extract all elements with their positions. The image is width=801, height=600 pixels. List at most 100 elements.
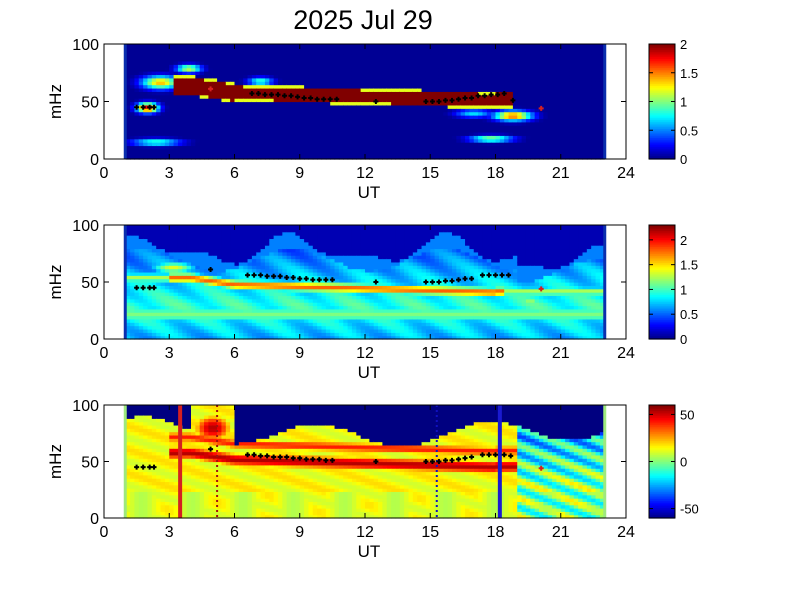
heatmap-cell (312, 118, 318, 123)
heatmap-cell (208, 142, 214, 147)
heatmap-cell (282, 71, 288, 76)
heatmap-cell (169, 235, 175, 240)
heatmap-cell (395, 77, 401, 82)
heatmap-cell (169, 251, 175, 256)
heatmap-cell (221, 87, 227, 92)
heatmap-cell (221, 135, 227, 140)
heatmap-cell (212, 145, 218, 150)
heatmap-cell (160, 248, 166, 253)
heatmap-cell (517, 125, 523, 130)
heatmap-cell (482, 50, 488, 55)
heatmap-cell (160, 60, 166, 65)
heatmap-cell (204, 258, 209, 263)
heatmap-cell (173, 145, 179, 150)
heatmap-cell (343, 64, 349, 69)
heatmap-cell (547, 71, 553, 76)
heatmap-cell (186, 87, 192, 92)
heatmap-cell (347, 128, 353, 133)
heatmap-cell (195, 258, 201, 263)
heatmap-cell (177, 328, 183, 333)
heatmap-cell (173, 271, 179, 276)
heatmap-cell (147, 302, 153, 307)
heatmap-cell (156, 91, 162, 96)
heatmap-cell (499, 108, 505, 113)
heatmap-cell (212, 298, 218, 303)
heatmap-cell (365, 60, 370, 65)
heatmap-cell (365, 50, 370, 55)
heatmap-cell (434, 94, 440, 99)
heatmap-cell (591, 118, 597, 123)
heatmap-cell (373, 104, 379, 109)
heatmap-cell (573, 87, 579, 92)
heatmap-cell (473, 81, 479, 86)
heatmap-cell (573, 94, 579, 99)
heatmap-cell (195, 325, 201, 330)
heatmap-cell (395, 111, 401, 116)
heatmap-cell (495, 121, 501, 126)
heatmap-cell (208, 104, 214, 109)
heatmap-cell (330, 108, 336, 113)
heatmap-cell (186, 47, 192, 52)
heatmap-cell (134, 318, 140, 323)
heatmap-cell (582, 60, 588, 65)
heatmap-cell (539, 47, 544, 52)
heatmap-cell (382, 155, 388, 160)
heatmap-cell (204, 261, 209, 266)
heatmap-cell (186, 94, 192, 99)
heatmap-cell (208, 285, 214, 290)
heatmap-cell (134, 50, 140, 55)
heatmap-cell (486, 148, 492, 153)
heatmap-cell (125, 91, 131, 96)
heatmap-cell (586, 81, 592, 86)
heatmap-cell (299, 77, 305, 82)
heatmap-cell (456, 104, 462, 109)
heatmap-cell (151, 315, 157, 320)
heatmap-cell (199, 128, 205, 133)
heatmap-cell (164, 322, 170, 327)
heatmap-cell (517, 71, 523, 76)
heatmap-cell (412, 57, 418, 62)
heatmap-cell (256, 155, 262, 160)
heatmap-cell (404, 111, 410, 116)
heatmap-cell (556, 57, 562, 62)
heatmap-cell (256, 115, 262, 120)
heatmap-cell (199, 44, 205, 48)
heatmap-cell (417, 101, 423, 106)
heatmap-cell (438, 67, 444, 72)
heatmap-cell (486, 50, 492, 55)
heatmap-cell (151, 245, 157, 250)
heatmap-cell (208, 81, 214, 86)
heatmap-cell (191, 315, 196, 320)
heatmap-cell (486, 131, 492, 136)
heatmap-cell (169, 135, 175, 140)
heatmap-cell (208, 47, 214, 52)
heatmap-cell (495, 64, 501, 69)
heatmap-cell (443, 47, 449, 52)
heatmap-cell (478, 108, 484, 113)
heatmap-cell (578, 77, 584, 82)
heatmap-cell (508, 118, 514, 123)
heatmap-cell (508, 81, 514, 86)
heatmap-cell (478, 98, 484, 103)
heatmap-cell (473, 104, 479, 109)
heatmap-cell (443, 67, 449, 72)
heatmap-cell (260, 288, 266, 293)
heatmap-cell (243, 101, 249, 106)
heatmap-cell (151, 155, 157, 160)
heatmap-cell (273, 87, 279, 92)
heatmap-cell (243, 91, 249, 96)
heatmap-cell (151, 271, 157, 276)
heatmap-cell (208, 71, 214, 76)
heatmap-cell (325, 118, 331, 123)
heatmap-cell (177, 118, 183, 123)
heatmap-cell (295, 54, 301, 59)
heatmap-cell (325, 54, 331, 59)
heatmap-cell (273, 91, 279, 96)
heatmap-cell (234, 255, 240, 260)
heatmap-cell (260, 74, 266, 79)
heatmap-cell (573, 50, 579, 55)
heatmap-cell (360, 138, 366, 143)
heatmap-cell (539, 50, 544, 55)
heatmap-cell (169, 245, 175, 250)
heatmap-cell (130, 288, 136, 293)
